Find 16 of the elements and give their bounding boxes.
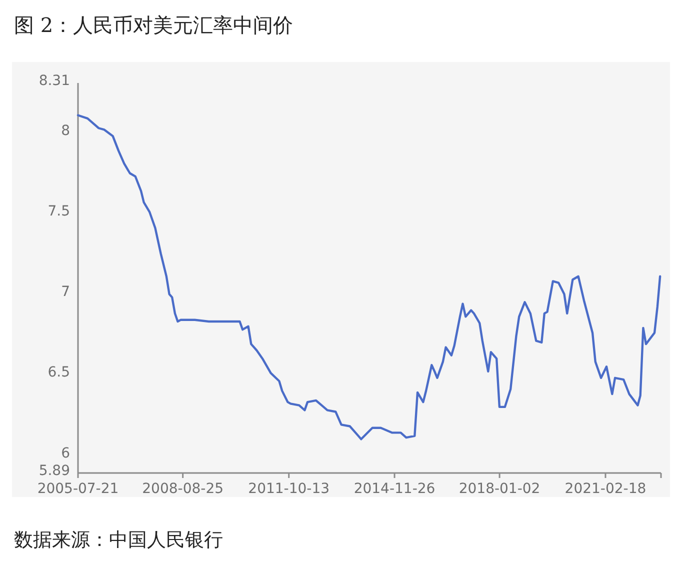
y-tick-label: 8.31 [38, 73, 70, 89]
chart-title: 图 2：人民币对美元汇率中间价 [14, 13, 294, 37]
line-series [76, 114, 662, 440]
x-tick-label: 2008-08-25 [142, 481, 224, 497]
y-tick-label: 7.5 [48, 204, 70, 220]
x-tick-label: 2011-10-13 [248, 481, 330, 497]
y-tick-label: 8 [61, 122, 70, 139]
y-tick-label: 5.89 [38, 463, 70, 479]
y-tick-label: 6 [61, 445, 70, 462]
x-tick-label: 2005-07-21 [37, 481, 119, 497]
source-note: 数据来源：中国人民银行 [14, 529, 223, 551]
x-tick-label: 2021-02-18 [564, 481, 646, 497]
x-tick-label: 2018-01-02 [458, 481, 540, 497]
y-tick-label: 7 [61, 284, 70, 300]
x-tick-label: 2014-11-26 [354, 481, 436, 497]
y-tick-label: 6.5 [48, 364, 70, 381]
